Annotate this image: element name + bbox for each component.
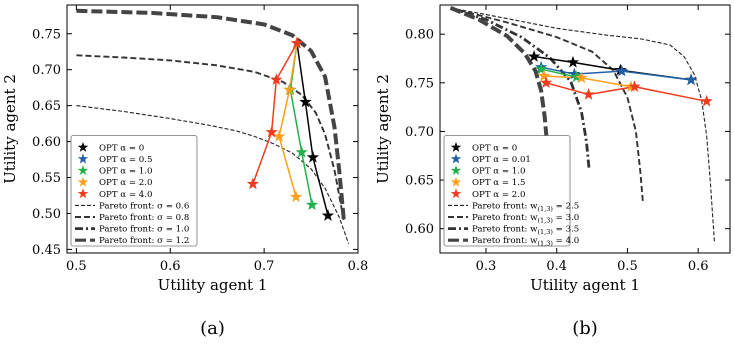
- legend-box: [70, 135, 198, 247]
- legend-label-series-3: OPT α = 1.5: [472, 178, 525, 188]
- series-point-4-2: [628, 80, 641, 92]
- x-tick-label: 0.7: [254, 259, 275, 274]
- pareto-front-line-3: [449, 6, 549, 142]
- y-tick-label: 0.60: [32, 135, 61, 150]
- legend-label-series-2: OPT α = 1.0: [99, 167, 152, 177]
- legend-label-series-1: OPT α = 0.01: [472, 155, 531, 165]
- legend-label-series-1: OPT α = 0.5: [99, 155, 152, 165]
- pareto-front-line-0: [76, 105, 350, 244]
- legend-label-front-0: Pareto front: w(1,3) = 2.5: [472, 201, 579, 213]
- opt-series: [246, 36, 335, 221]
- pareto-front-line-1: [76, 54, 345, 221]
- x-tick-label: 0.6: [688, 259, 709, 274]
- y-tick-label: 0.70: [405, 125, 434, 140]
- legend-label-series-0: OPT α = 0: [99, 143, 144, 153]
- y-axis-label: Utility agent 2: [1, 74, 19, 184]
- chart-panel-a: 0.5 0.6 0.7 0.8 0.45 0.50 0.55 0.60 0.65 0.70 0.75…: [1, 4, 369, 339]
- series-line-0: [296, 42, 329, 216]
- y-tick-label: 0.65: [405, 174, 434, 189]
- x-tick-label: 0.6: [160, 259, 181, 274]
- series-line-1: [540, 66, 692, 81]
- y-tick-label: 0.80: [405, 28, 434, 43]
- series-line-3: [278, 42, 298, 198]
- pareto-front-line-0: [450, 7, 715, 242]
- legend-label-series-0: OPT α = 0: [472, 143, 517, 153]
- series-point-4-0: [246, 177, 260, 190]
- x-axis-label: Utility agent 1: [158, 276, 268, 294]
- opt-series: [527, 50, 713, 107]
- legend-label-series-3: OPT α = 2.0: [99, 178, 152, 188]
- y-axis-label: Utility agent 2: [374, 74, 392, 184]
- chart-panel-b: 0.3 0.4 0.5 0.6 0.60 0.65 0.70 0.75 0.80 Utility …: [374, 4, 731, 339]
- x-tick-label: 0.4: [546, 259, 567, 274]
- series-point-3-0: [289, 190, 303, 203]
- x-tick-label: 0.5: [617, 259, 638, 274]
- legend-label-series-2: OPT α = 1.0: [472, 167, 525, 177]
- y-tick-label: 0.65: [32, 99, 61, 114]
- legend-label-front-0: Pareto front: σ = 0.6: [99, 201, 189, 211]
- y-tick-label: 0.50: [32, 207, 61, 222]
- y-tick-label: 0.60: [405, 222, 434, 237]
- series-point-0-1: [306, 150, 320, 163]
- pareto-front-line-3: [76, 8, 346, 221]
- series-point-0-1: [566, 55, 580, 68]
- series-line-4: [545, 82, 707, 103]
- legend-label-front-1: Pareto front: σ = 0.8: [99, 213, 189, 223]
- x-tick-label: 0.8: [348, 259, 369, 274]
- series-line-2: [540, 68, 577, 78]
- y-tick-label: 0.75: [32, 27, 61, 42]
- legend-label-front-2: Pareto front: w(1,3) = 3.5: [472, 225, 579, 237]
- legend-box: [443, 135, 571, 247]
- series-line-4: [252, 42, 298, 185]
- plot-frame: [66, 4, 359, 254]
- pareto-front-line-2: [450, 6, 591, 171]
- y-tick-label: 0.55: [32, 171, 61, 186]
- panel-caption: (a): [200, 318, 225, 339]
- legend-label-front-3: Pareto front: w(1,3) = 4.0: [472, 236, 579, 248]
- series-point-0-0: [321, 209, 335, 221]
- panel-caption: (b): [572, 318, 598, 339]
- legend-label-series-4: OPT α = 2.0: [472, 190, 525, 200]
- y-tick-label: 0.45: [32, 243, 61, 258]
- x-axis-label: Utility agent 1: [530, 276, 640, 294]
- series-point-2-0: [305, 198, 319, 211]
- y-tick-label: 0.70: [32, 63, 61, 78]
- plot-frame: [439, 4, 731, 254]
- pareto-front-line-1: [450, 6, 644, 204]
- y-tick-label: 0.75: [405, 76, 434, 91]
- x-tick-label: 0.5: [66, 259, 87, 274]
- legend-label-front-3: Pareto front: σ = 1.2: [99, 236, 189, 246]
- legend-label-series-4: OPT α = 4.0: [99, 190, 152, 200]
- series-point-4-3: [700, 94, 713, 107]
- series-point-4-1: [582, 87, 595, 100]
- legend-label-front-1: Pareto front: w(1,3) = 3.0: [472, 213, 579, 225]
- legend-label-front-2: Pareto front: σ = 1.0: [99, 225, 189, 235]
- pareto-fronts: [449, 6, 715, 242]
- series-point-1-3: [684, 73, 698, 86]
- x-tick-label: 0.3: [476, 259, 497, 274]
